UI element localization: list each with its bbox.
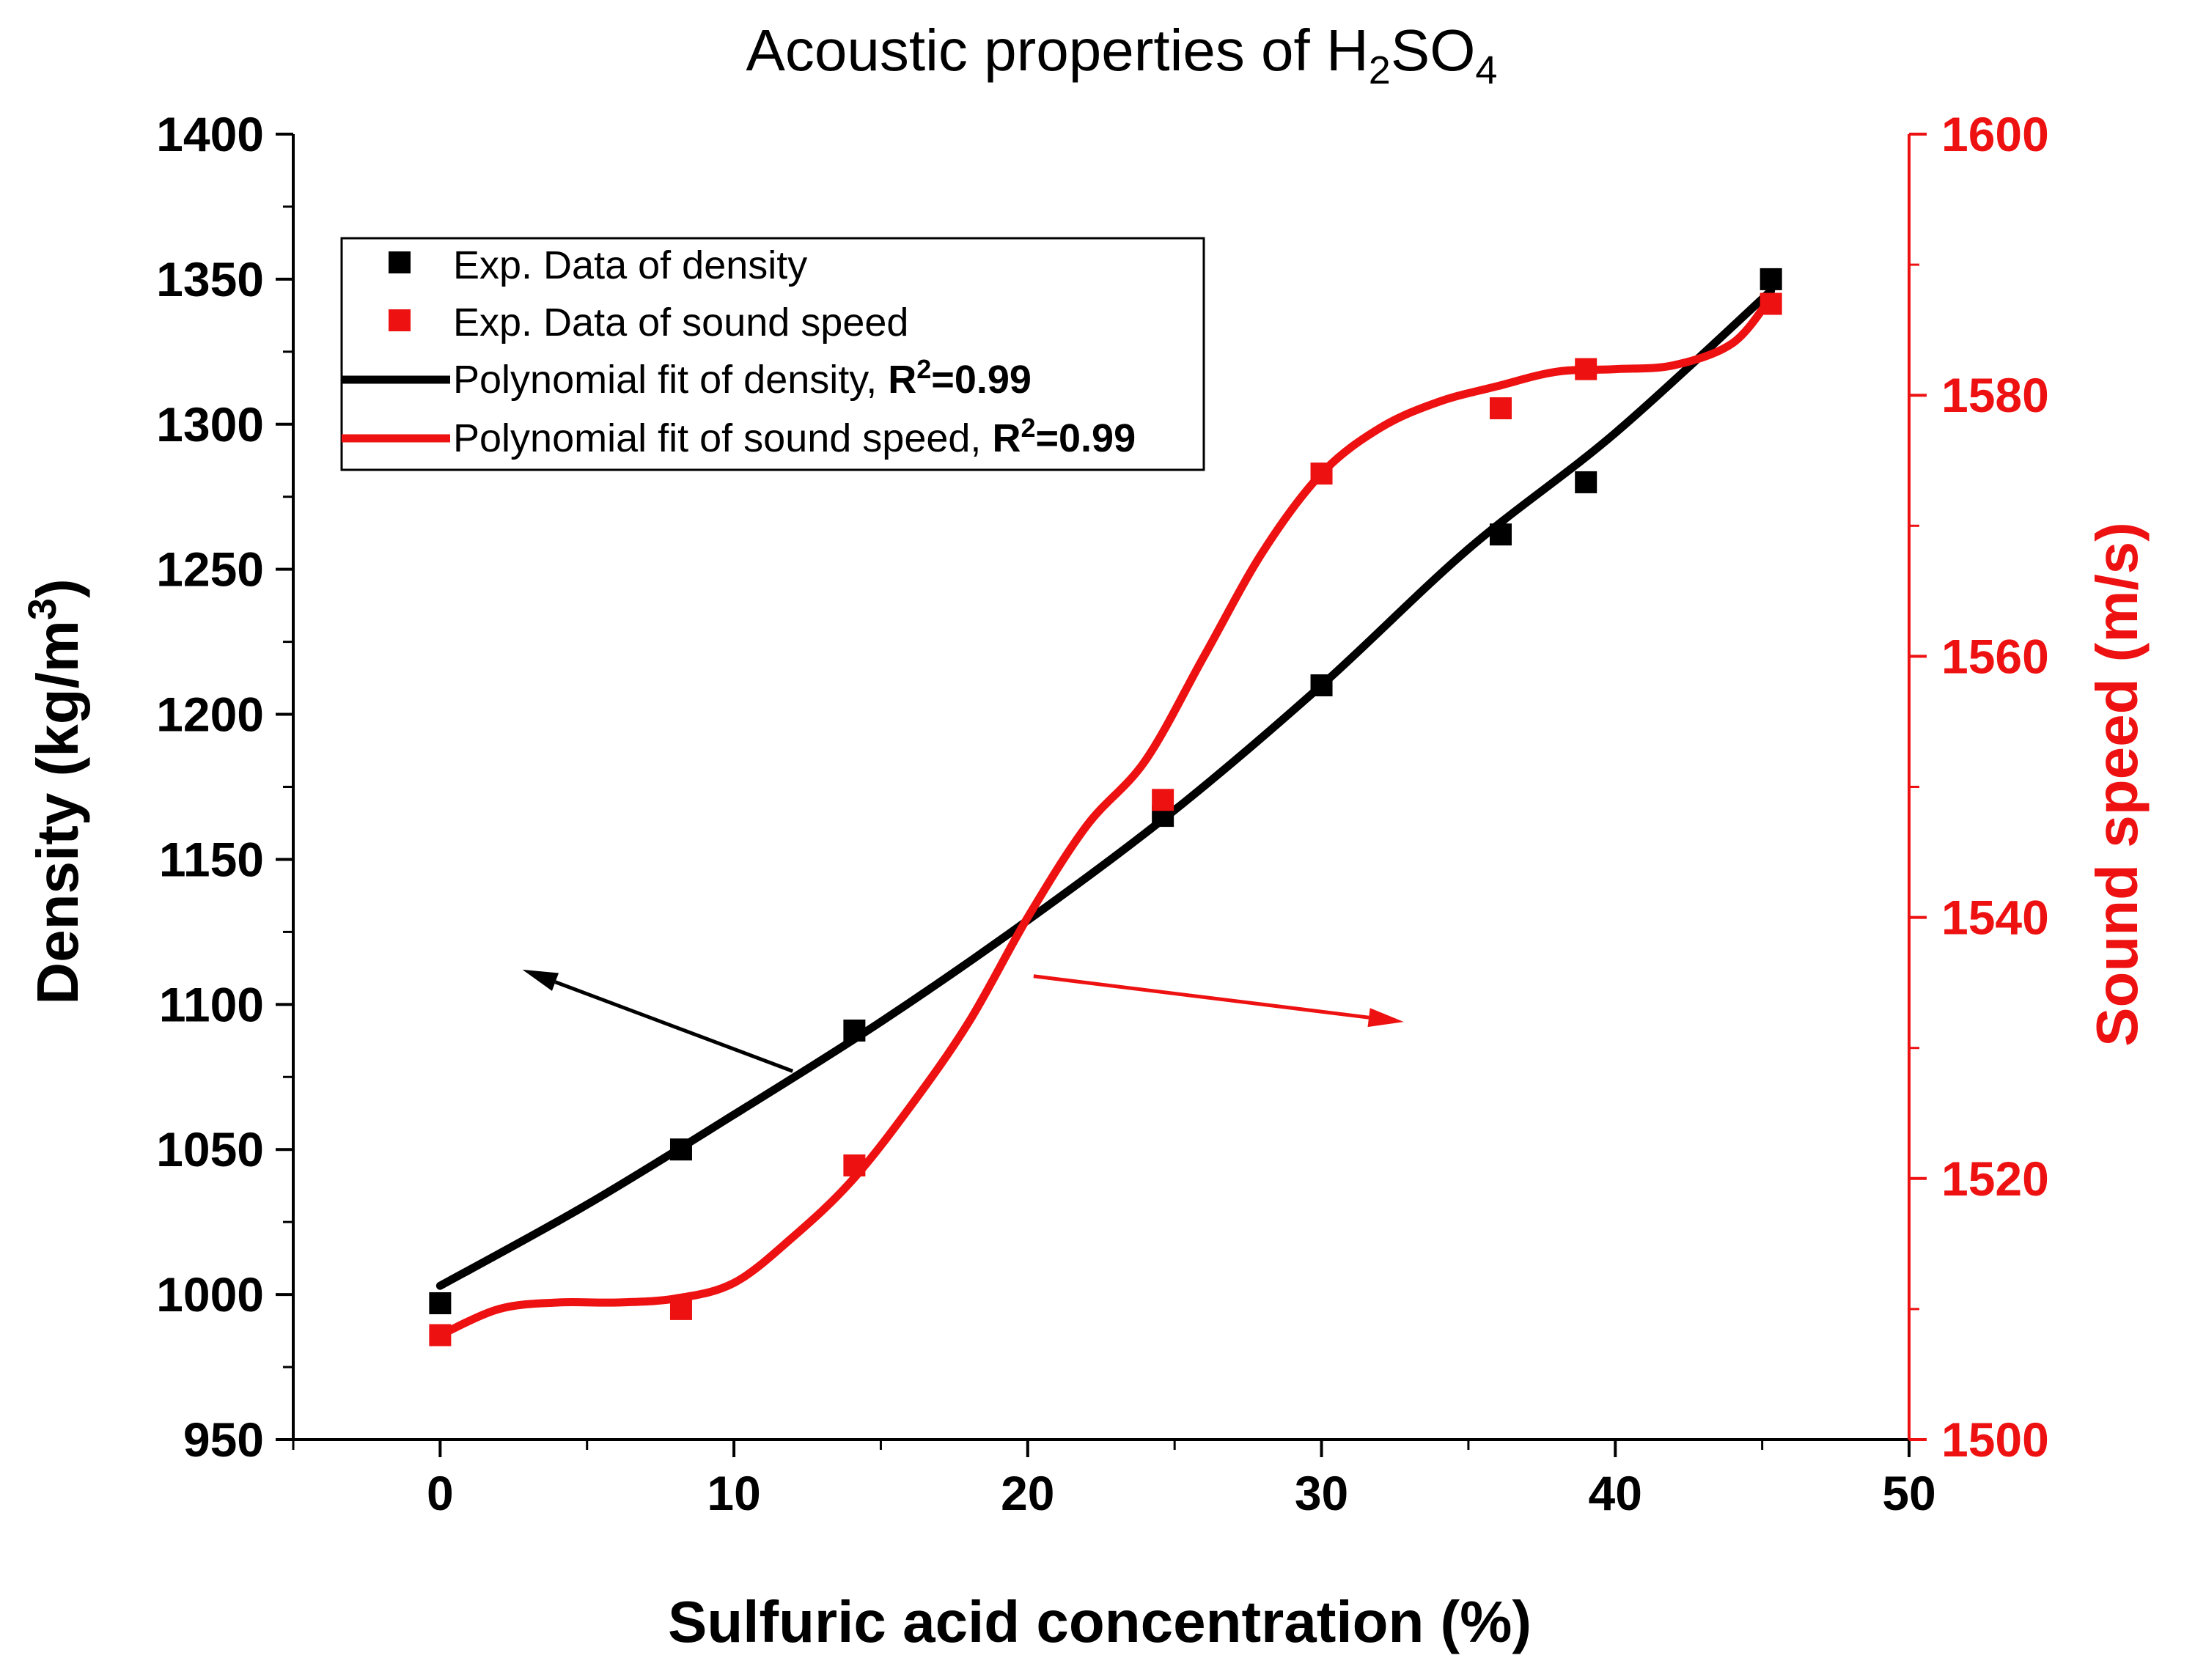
density-point	[1489, 523, 1512, 546]
density-point	[669, 1138, 692, 1161]
x-tick-label: 50	[1882, 1466, 1935, 1520]
y-left-tick-labels: 950 1000 1050 1100 1150 1200 1250 1300 1350 1400	[156, 107, 264, 1467]
x-tick-label: 30	[1295, 1466, 1348, 1520]
legend-label-density-fit: Polynomial fit of density, R2=0.99	[453, 354, 1032, 402]
y-right-axis-label: Sound speed (m/s)	[2084, 522, 2150, 1047]
density-arrow-shaft	[554, 980, 794, 1073]
y-left-tick-label: 1350	[156, 252, 264, 306]
density-fit-line	[435, 287, 1776, 1290]
data-points	[429, 268, 1782, 1346]
sound-speed-point	[1489, 397, 1512, 420]
sound-speed-fit-line	[435, 293, 1776, 1340]
x-tick-label: 40	[1589, 1466, 1642, 1520]
y-left-tick-label: 950	[183, 1412, 264, 1467]
density-point	[1310, 674, 1333, 696]
sound-speed-point	[429, 1324, 452, 1346]
chart-title: Acoustic properties of H2SO4	[746, 18, 1498, 92]
x-tick-label: 20	[1001, 1466, 1054, 1520]
sound-speed-arrow-shaft	[1033, 974, 1369, 1020]
legend-marker-density	[389, 251, 411, 273]
density-arrow-head	[522, 969, 559, 991]
sound-speed-point	[1760, 292, 1782, 315]
density-point	[429, 1292, 452, 1314]
sound-speed-point	[1310, 463, 1333, 485]
x-axis-label: Sulfuric acid concentration (%)	[668, 1589, 1532, 1654]
y-left-tick-label: 1050	[156, 1122, 264, 1176]
arrow-annotations	[522, 969, 1404, 1073]
y-left-tick-label: 1300	[156, 397, 264, 452]
x-tick-label: 0	[427, 1466, 454, 1520]
density-point	[1760, 268, 1782, 290]
y-right-tick-labels: 1500 1520 1540 1560 1580 1600	[1941, 107, 2049, 1467]
fit-lines	[435, 287, 1776, 1340]
y-left-tick-label: 1400	[156, 107, 264, 161]
sound-speed-point	[1152, 789, 1174, 811]
y-left-tick-label: 1250	[156, 542, 264, 597]
y-right-tick-label: 1500	[1941, 1412, 2049, 1467]
y-left-tick-label: 1150	[159, 832, 264, 886]
y-right-tick-label: 1540	[1941, 891, 2049, 945]
y-right-tick-label: 1580	[1941, 368, 2049, 422]
legend-label-sound-fit: Polynomial fit of sound speed, R2=0.99	[453, 413, 1136, 460]
y-right-tick-label: 1600	[1941, 107, 2049, 161]
legend-box	[340, 237, 1205, 471]
y-left-tick-label: 1000	[156, 1267, 264, 1322]
sound-speed-point	[843, 1154, 866, 1176]
density-point	[843, 1019, 866, 1042]
x-tick-label: 10	[707, 1466, 760, 1520]
x-tick-labels: 0 10 20 30 40 50	[427, 1466, 1936, 1520]
y-left-tick-label: 1200	[156, 688, 264, 742]
sound-speed-point	[1575, 358, 1597, 380]
y-left-axis-label: Density (kg/m3)	[21, 578, 90, 1004]
sound-speed-point	[669, 1297, 692, 1320]
legend-label-density: Exp. Data of density	[453, 243, 807, 287]
density-point	[1575, 471, 1597, 493]
sound-speed-arrow-head	[1367, 1008, 1404, 1028]
axes	[276, 133, 1927, 1457]
y-right-tick-label: 1520	[1941, 1152, 2049, 1206]
y-right-tick-label: 1560	[1941, 629, 2049, 683]
legend-label-sound: Exp. Data of sound speed	[453, 301, 908, 345]
y-left-tick-label: 1100	[159, 977, 264, 1031]
legend: Exp. Data of density Exp. Data of sound …	[340, 237, 1205, 471]
legend-marker-sound	[389, 309, 411, 331]
